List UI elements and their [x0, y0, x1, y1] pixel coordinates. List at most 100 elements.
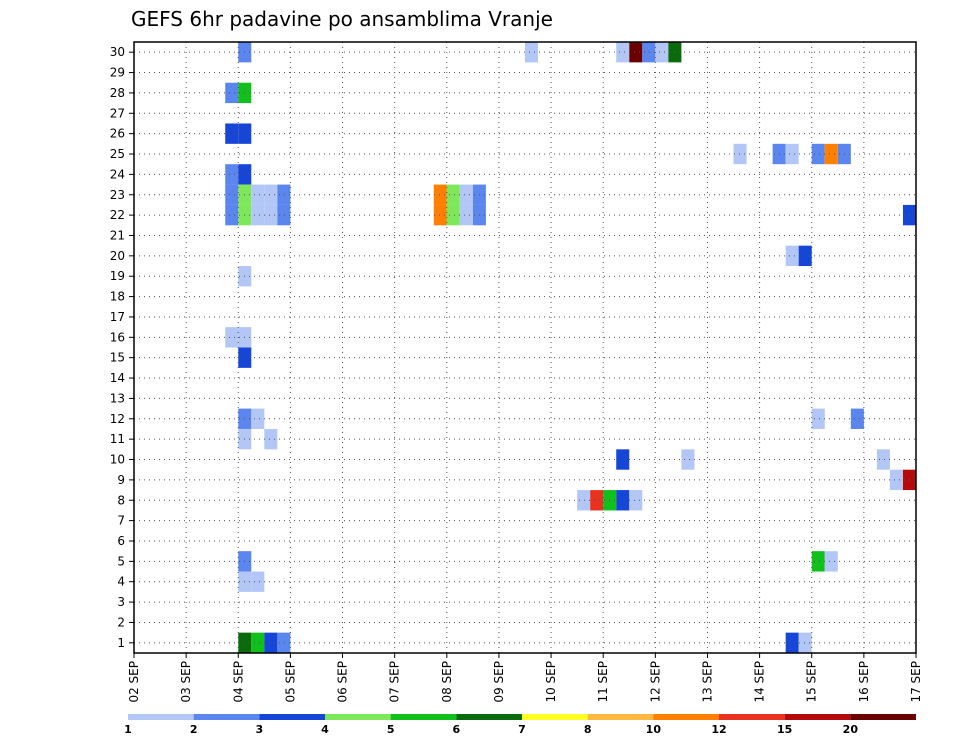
- precip-cell: [733, 143, 747, 165]
- ensemble-cells: [225, 42, 916, 653]
- precip-cell: [251, 204, 265, 226]
- colorbar-label: 8: [584, 723, 592, 736]
- precip-cell: [785, 245, 799, 267]
- precip-cell: [850, 408, 864, 429]
- colorbar-segment: [522, 714, 588, 720]
- y-tick-label: 2: [117, 615, 125, 629]
- precip-cell: [264, 204, 278, 226]
- y-tick-label: 20: [110, 249, 125, 263]
- y-tick-label: 21: [110, 228, 125, 242]
- colorbar-segment: [456, 714, 522, 720]
- precip-cell: [590, 490, 604, 511]
- precip-cell: [433, 184, 447, 205]
- plot-frame: [133, 41, 917, 654]
- y-tick-label: 12: [110, 412, 125, 426]
- colorbar-segment: [193, 714, 260, 720]
- precip-cell: [225, 123, 239, 144]
- colorbar-label: 10: [646, 723, 662, 736]
- x-tick-label: 17 SEP: [909, 661, 923, 703]
- y-tick-label: 30: [110, 45, 125, 59]
- precip-cell: [251, 571, 265, 592]
- y-tick-label: 13: [110, 391, 125, 405]
- y-tick-label: 25: [110, 147, 125, 161]
- y-axis: 1234567891011121314151617181920212223242…: [110, 45, 134, 650]
- precip-cell: [277, 184, 291, 205]
- colorbar-label: 12: [711, 723, 726, 736]
- x-tick-label: 09 SEP: [492, 661, 506, 703]
- precip-cell: [811, 551, 825, 572]
- y-tick-label: 16: [110, 330, 125, 344]
- precip-cell: [876, 449, 890, 470]
- precip-cell: [616, 490, 630, 511]
- y-tick-label: 5: [117, 554, 125, 568]
- y-tick-label: 11: [110, 432, 125, 446]
- y-tick-label: 26: [110, 127, 125, 141]
- colorbar-segment: [259, 714, 325, 720]
- y-tick-label: 9: [117, 473, 125, 487]
- x-tick-label: 03 SEP: [179, 661, 193, 703]
- y-tick-label: 10: [110, 453, 125, 467]
- y-tick-label: 28: [110, 86, 125, 100]
- precip-cell: [446, 204, 460, 226]
- precip-cell: [277, 204, 291, 226]
- colorbar-segment: [784, 714, 851, 720]
- precip-cell: [798, 632, 812, 653]
- precip-cell: [616, 449, 630, 470]
- colorbar-label: 3: [256, 723, 264, 736]
- y-tick-label: 27: [110, 106, 125, 120]
- y-tick-label: 18: [110, 290, 125, 304]
- precip-cell: [264, 184, 278, 205]
- colorbar-label: 6: [453, 723, 461, 736]
- precip-cell: [251, 408, 265, 429]
- colorbar-label: 1: [124, 723, 132, 736]
- colorbar-segment: [128, 714, 194, 720]
- precip-cell: [785, 632, 799, 653]
- y-tick-label: 17: [110, 310, 125, 324]
- precip-cell: [824, 143, 838, 165]
- precip-cell: [225, 184, 239, 205]
- precip-cell: [798, 245, 812, 267]
- precip-cell: [525, 42, 539, 63]
- colorbar-label: 4: [321, 723, 329, 736]
- precip-cell: [264, 428, 278, 450]
- grid-lines: [134, 42, 916, 653]
- y-tick-label: 24: [110, 167, 125, 181]
- y-tick-label: 29: [110, 66, 125, 80]
- precip-cell: [824, 551, 838, 572]
- y-tick-label: 14: [110, 371, 125, 385]
- y-tick-label: 1: [117, 636, 125, 650]
- precip-cell: [251, 184, 265, 205]
- colorbar-segment: [390, 714, 457, 720]
- precip-cell: [629, 490, 643, 511]
- x-tick-label: 15 SEP: [805, 661, 819, 703]
- colorbar-segment: [587, 714, 654, 720]
- x-tick-label: 12 SEP: [648, 661, 662, 703]
- x-tick-label: 08 SEP: [440, 661, 454, 703]
- colorbar-label: 7: [518, 723, 526, 736]
- x-tick-label: 13 SEP: [700, 661, 714, 703]
- precip-cell: [785, 143, 799, 165]
- colorbar-label: 20: [843, 723, 859, 736]
- precip-cell: [277, 632, 291, 653]
- x-tick-label: 11 SEP: [596, 661, 610, 703]
- x-tick-label: 05 SEP: [283, 661, 297, 703]
- x-tick-label: 16 SEP: [857, 661, 871, 703]
- colorbar-segment: [653, 714, 719, 720]
- x-tick-label: 14 SEP: [753, 661, 767, 703]
- precip-cell: [251, 632, 265, 653]
- colorbar-label: 2: [190, 723, 198, 736]
- precip-cell: [433, 204, 447, 226]
- precip-cell: [446, 184, 460, 205]
- x-tick-label: 02 SEP: [127, 661, 141, 703]
- y-tick-label: 3: [117, 595, 125, 609]
- y-tick-label: 4: [117, 575, 125, 589]
- precip-cell: [629, 42, 643, 63]
- precip-cell: [811, 408, 825, 429]
- precip-cell: [225, 164, 239, 185]
- precip-cell: [459, 184, 473, 205]
- x-tick-label: 07 SEP: [388, 661, 402, 703]
- colorbar-label: 5: [387, 723, 395, 736]
- x-tick-label: 04 SEP: [231, 661, 245, 703]
- x-tick-label: 06 SEP: [336, 661, 350, 703]
